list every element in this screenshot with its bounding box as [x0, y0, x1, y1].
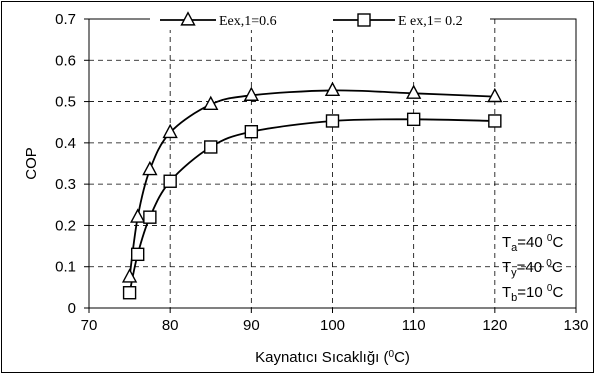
- legend: Eex,1=0.6 E ex,1= 0.2: [150, 8, 490, 30]
- data-point-square: [488, 114, 502, 128]
- data-point-square: [325, 114, 340, 128]
- y-axis-label: COP: [23, 147, 40, 180]
- data-point-square: [406, 112, 421, 127]
- data-point-triangle: [203, 95, 219, 111]
- x-tick-label: 130: [563, 317, 588, 334]
- data-point-triangle: [162, 123, 178, 139]
- data-point-triangle: [142, 160, 158, 176]
- series-line-2: [128, 118, 495, 293]
- data-point-square: [204, 140, 218, 154]
- temperature-annotation: Ty=40 0C: [502, 258, 563, 279]
- temperature-annotation: Ta=40 0C: [502, 233, 563, 254]
- x-tick-label: 100: [320, 317, 345, 334]
- y-tick-label: 0.1: [55, 259, 76, 276]
- data-point-square: [143, 210, 157, 224]
- x-tick-label: 70: [81, 317, 98, 334]
- y-tick-label: 0.5: [55, 94, 76, 111]
- data-point-triangle: [487, 87, 503, 103]
- x-axis-tick-labels: 70 80 90 100 110 120 130: [81, 317, 589, 334]
- data-point-square: [122, 286, 137, 300]
- x-tick-label: 80: [162, 317, 179, 334]
- data-point-square: [244, 125, 259, 139]
- data-point-triangle: [405, 84, 422, 99]
- annotations: Ta=40 0C Ty=40 0C Tb=10 0C: [502, 233, 563, 304]
- series-markers: [121, 81, 503, 300]
- x-axis-label: Kaynatıcı Sıcaklığı (0C): [255, 349, 410, 367]
- series-lines: [128, 89, 495, 293]
- legend-marker-triangle: [180, 11, 196, 26]
- x-tick-label: 90: [243, 317, 260, 334]
- axis-ticks: [84, 18, 577, 313]
- data-point-triangle: [324, 81, 341, 96]
- y-tick-label: 0.3: [55, 176, 76, 193]
- data-point-square: [163, 174, 177, 188]
- x-tick-label: 110: [402, 317, 426, 334]
- x-tick-label: 120: [482, 317, 507, 334]
- data-point-triangle: [243, 86, 260, 101]
- y-tick-label: 0.2: [55, 217, 76, 234]
- data-point-triangle: [130, 208, 146, 223]
- y-tick-label: 0: [68, 300, 76, 317]
- y-tick-label: 0.6: [55, 52, 76, 69]
- data-point-square: [130, 247, 145, 262]
- series-line-1: [128, 89, 495, 278]
- y-axis-tick-labels: 0 0.1 0.2 0.3 0.4 0.5 0.6 0.7: [55, 11, 76, 317]
- legend-label-2: E ex,1= 0.2: [398, 14, 463, 29]
- data-point-triangle: [121, 268, 138, 283]
- temperature-annotation: Tb=10 0C: [502, 283, 563, 304]
- legend-marker-square: [357, 13, 371, 27]
- y-tick-label: 0.4: [55, 135, 76, 152]
- y-tick-label: 0.7: [55, 11, 76, 28]
- legend-label-1: Eex,1=0.6: [219, 14, 277, 29]
- legend-background: [150, 8, 490, 30]
